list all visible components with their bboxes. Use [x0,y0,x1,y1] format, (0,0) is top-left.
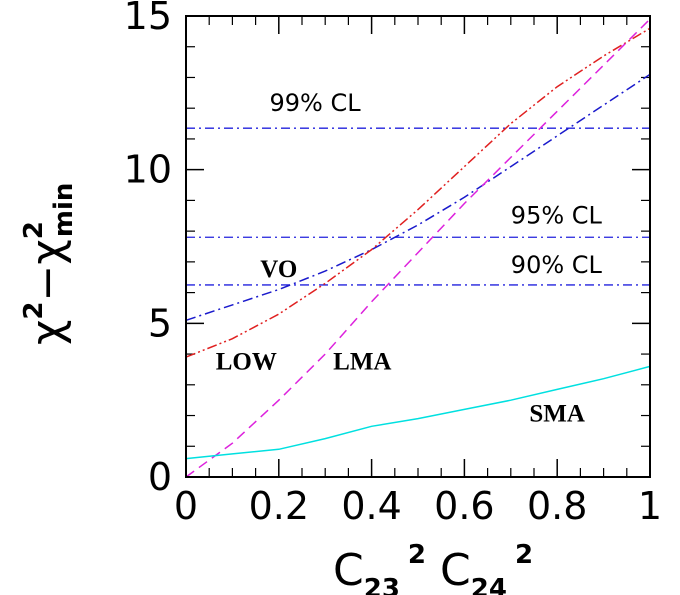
y-tick-label: 15 [124,0,172,38]
x-axis-title-sub-1: 23 [364,574,400,595]
x-axis-title-sub-2: 24 [471,574,507,595]
series-label-vo: VO [260,256,297,283]
y-axis-title-dash: − [22,265,73,302]
series-layer [185,18,651,478]
series-line-vo [185,73,651,322]
x-axis-title: C232 C242 [333,540,533,595]
series-line-sma [185,365,651,460]
x-axis-title-main-1: C [333,545,364,595]
series-label-sma: SMA [529,401,585,428]
plot-frame [185,15,651,478]
series-label-lma: LMA [333,348,391,375]
x-axis-title-sup-2: 2 [515,540,533,570]
labels-layer: 99% CL 95% CL 90% CL VO LOW LMA SMA [216,89,603,428]
reference-line-label: 95% CL [511,201,603,229]
x-tick-label: 0.8 [527,484,587,528]
y-tick-label: 0 [148,455,172,499]
y-tick-label: 10 [124,148,172,192]
y-axis-title-main-1: χ [22,320,73,345]
x-tick-label: 0.6 [434,484,494,528]
y-tick-label: 5 [148,301,172,345]
y-axis-title-sub-2: min [49,183,79,238]
x-tick-label: 1 [638,484,662,528]
reference-line-label: 99% CL [270,89,362,117]
x-tick-label: 0.2 [249,484,309,528]
reference-line-label: 90% CL [511,251,603,279]
x-axis-title-main-2: C [440,545,471,595]
x-tick-label: 0 [174,484,198,528]
x-axis-title-sup-1: 2 [408,540,426,570]
y-axis-title-main-2: χ [22,239,73,264]
x-tick-label: 0.4 [341,484,401,528]
y-axis-title: χ2−χ2min [19,183,79,345]
y-axis-title-sup-1: 2 [19,301,49,319]
series-label-low: LOW [216,348,277,375]
series-line-low [185,27,651,358]
series-line-lma [185,18,651,478]
y-axis-title-sup-2: 2 [19,221,49,239]
